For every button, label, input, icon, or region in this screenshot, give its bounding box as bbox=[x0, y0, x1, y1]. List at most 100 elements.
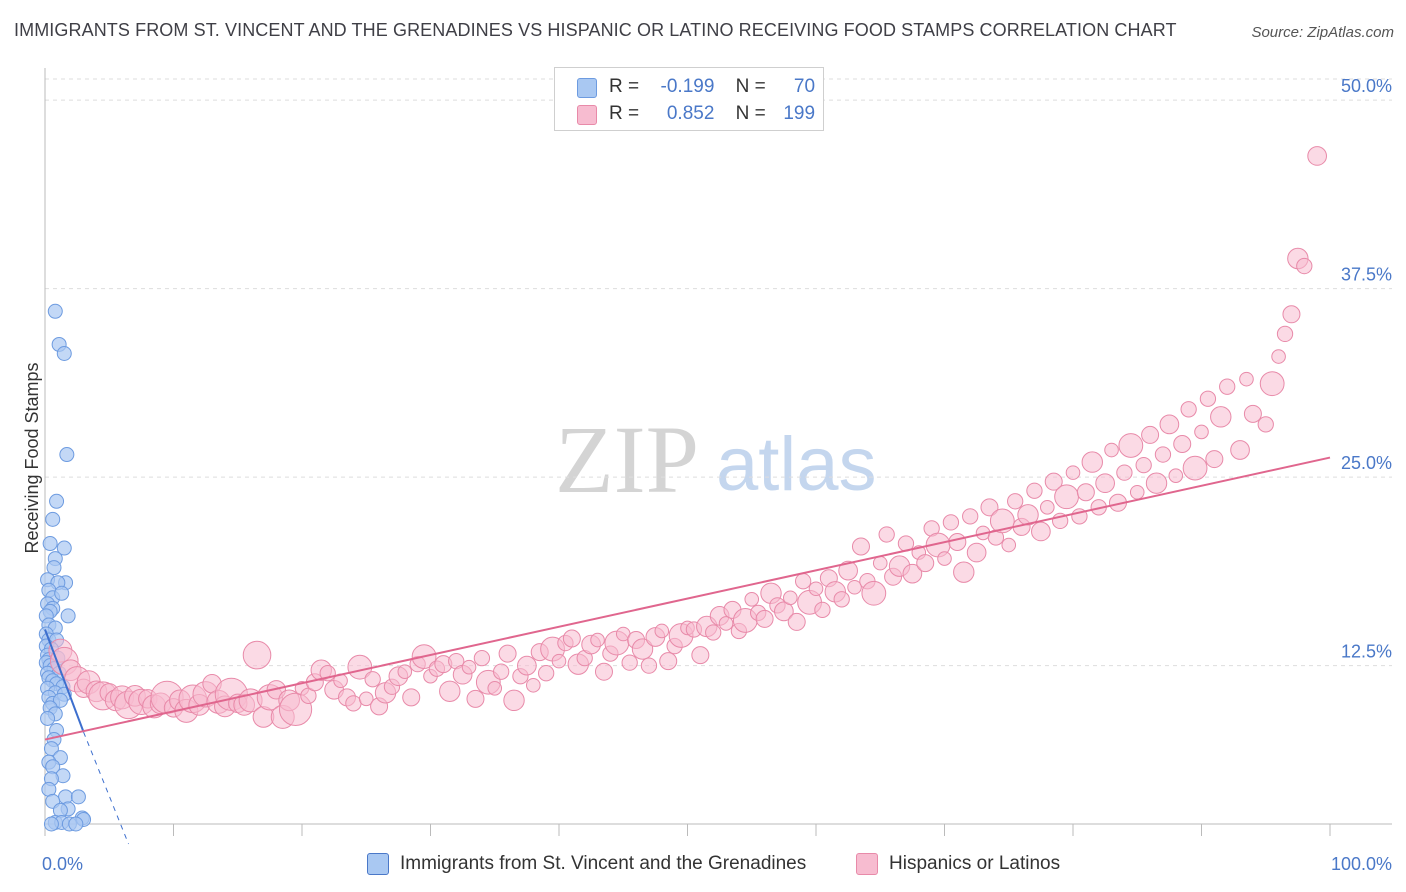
point-hispanics bbox=[1296, 257, 1313, 275]
point-immigrants bbox=[56, 346, 72, 362]
point-hispanics bbox=[590, 632, 605, 648]
point-immigrants bbox=[59, 447, 75, 463]
bottom-legend-label-hispanics: Hispanics or Latinos bbox=[889, 853, 1061, 874]
point-hispanics bbox=[787, 612, 806, 631]
legend-n-value: 70 bbox=[793, 76, 816, 97]
point-hispanics bbox=[1307, 146, 1328, 166]
point-hispanics bbox=[538, 665, 555, 682]
point-immigrants bbox=[45, 511, 61, 527]
point-hispanics bbox=[1095, 473, 1115, 494]
point-hispanics bbox=[878, 526, 895, 543]
point-immigrants bbox=[40, 710, 56, 726]
point-hispanics bbox=[551, 653, 567, 669]
legend-r-value: 0.852 bbox=[666, 103, 715, 124]
point-hispanics bbox=[1065, 465, 1081, 480]
point-hispanics bbox=[705, 624, 722, 641]
tick-labels: 12.5% 25.0% 37.5% 50.0% 0.0% 100.0% bbox=[42, 76, 1392, 874]
point-hispanics bbox=[937, 551, 952, 566]
y-tick-label: 12.5% bbox=[1341, 642, 1392, 662]
grid-lines bbox=[45, 78, 1392, 667]
point-hispanics bbox=[466, 689, 485, 708]
point-hispanics bbox=[397, 664, 413, 679]
point-immigrants bbox=[52, 692, 68, 708]
point-hispanics bbox=[795, 573, 812, 590]
point-hispanics bbox=[847, 579, 862, 595]
trend-line-immigrants bbox=[44, 629, 85, 733]
point-hispanics bbox=[1001, 537, 1017, 553]
point-hispanics bbox=[1205, 450, 1224, 469]
bottom-legend-swatch-immigrants bbox=[367, 853, 389, 875]
point-hispanics bbox=[1230, 440, 1250, 460]
point-hispanics bbox=[562, 629, 581, 648]
legend-n-label: N = bbox=[735, 76, 766, 97]
point-hispanics bbox=[966, 542, 987, 563]
point-hispanics bbox=[1259, 371, 1285, 397]
point-immigrants bbox=[46, 560, 62, 576]
point-hispanics bbox=[942, 514, 960, 531]
point-hispanics bbox=[1026, 482, 1043, 499]
point-hispanics bbox=[1040, 500, 1055, 515]
point-immigrants bbox=[58, 789, 74, 805]
y-tick-label: 50.0% bbox=[1341, 76, 1392, 96]
data-points bbox=[38, 146, 1328, 832]
point-hispanics bbox=[1271, 349, 1286, 364]
point-hispanics bbox=[962, 508, 979, 525]
point-hispanics bbox=[953, 561, 975, 583]
y-tick-label: 25.0% bbox=[1341, 453, 1392, 473]
point-hispanics bbox=[1194, 424, 1209, 440]
legend-swatch-hispanics bbox=[577, 105, 597, 125]
point-hispanics bbox=[594, 662, 613, 681]
point-hispanics bbox=[1054, 484, 1079, 510]
point-immigrants bbox=[47, 303, 63, 319]
point-hispanics bbox=[980, 498, 999, 517]
point-immigrants bbox=[56, 540, 72, 556]
point-hispanics bbox=[1017, 504, 1039, 526]
watermark-zip: ZIP bbox=[555, 406, 699, 513]
point-immigrants bbox=[54, 585, 70, 601]
trend-line-hispanics bbox=[44, 456, 1331, 741]
point-hispanics bbox=[833, 591, 850, 608]
point-hispanics bbox=[659, 652, 678, 671]
point-hispanics bbox=[1044, 472, 1063, 491]
point-hispanics bbox=[402, 688, 421, 707]
point-hispanics bbox=[498, 644, 517, 663]
point-hispanics bbox=[1276, 325, 1294, 343]
y-axis-title: Receiving Food Stamps bbox=[22, 362, 42, 553]
point-hispanics bbox=[487, 680, 503, 696]
point-hispanics bbox=[851, 537, 870, 556]
point-hispanics bbox=[1141, 425, 1160, 444]
point-hispanics bbox=[1118, 433, 1144, 458]
point-hispanics bbox=[1168, 468, 1184, 483]
point-hispanics bbox=[1243, 404, 1262, 423]
point-hispanics bbox=[1145, 472, 1168, 494]
point-hispanics bbox=[1159, 414, 1180, 435]
point-hispanics bbox=[517, 655, 537, 676]
point-hispanics bbox=[461, 659, 477, 675]
point-hispanics bbox=[1081, 451, 1103, 473]
point-hispanics bbox=[838, 560, 858, 581]
point-hispanics bbox=[1116, 464, 1133, 481]
point-hispanics bbox=[718, 616, 734, 631]
point-hispanics bbox=[473, 649, 491, 667]
correlation-legend: R = -0.199 N = 70 R = 0.852 N = 199 bbox=[554, 67, 824, 131]
point-hispanics bbox=[755, 609, 774, 628]
trend-extension-immigrants bbox=[83, 731, 129, 845]
point-hispanics bbox=[1180, 401, 1197, 418]
legend-n-value: 199 bbox=[783, 103, 816, 124]
point-hispanics bbox=[364, 671, 381, 688]
point-hispanics bbox=[1173, 434, 1192, 453]
trend-lines bbox=[44, 456, 1331, 845]
point-immigrants bbox=[60, 608, 76, 624]
point-hispanics bbox=[1239, 371, 1254, 387]
point-hispanics bbox=[621, 654, 638, 671]
point-immigrants bbox=[68, 816, 84, 832]
point-hispanics bbox=[744, 592, 760, 607]
point-hispanics bbox=[358, 691, 374, 707]
point-immigrants bbox=[42, 536, 58, 552]
point-hispanics bbox=[1154, 446, 1172, 463]
point-hispanics bbox=[1135, 456, 1152, 474]
y-tick-label: 37.5% bbox=[1341, 265, 1392, 285]
point-hispanics bbox=[1076, 483, 1095, 502]
legend-swatch-immigrants bbox=[577, 78, 597, 98]
